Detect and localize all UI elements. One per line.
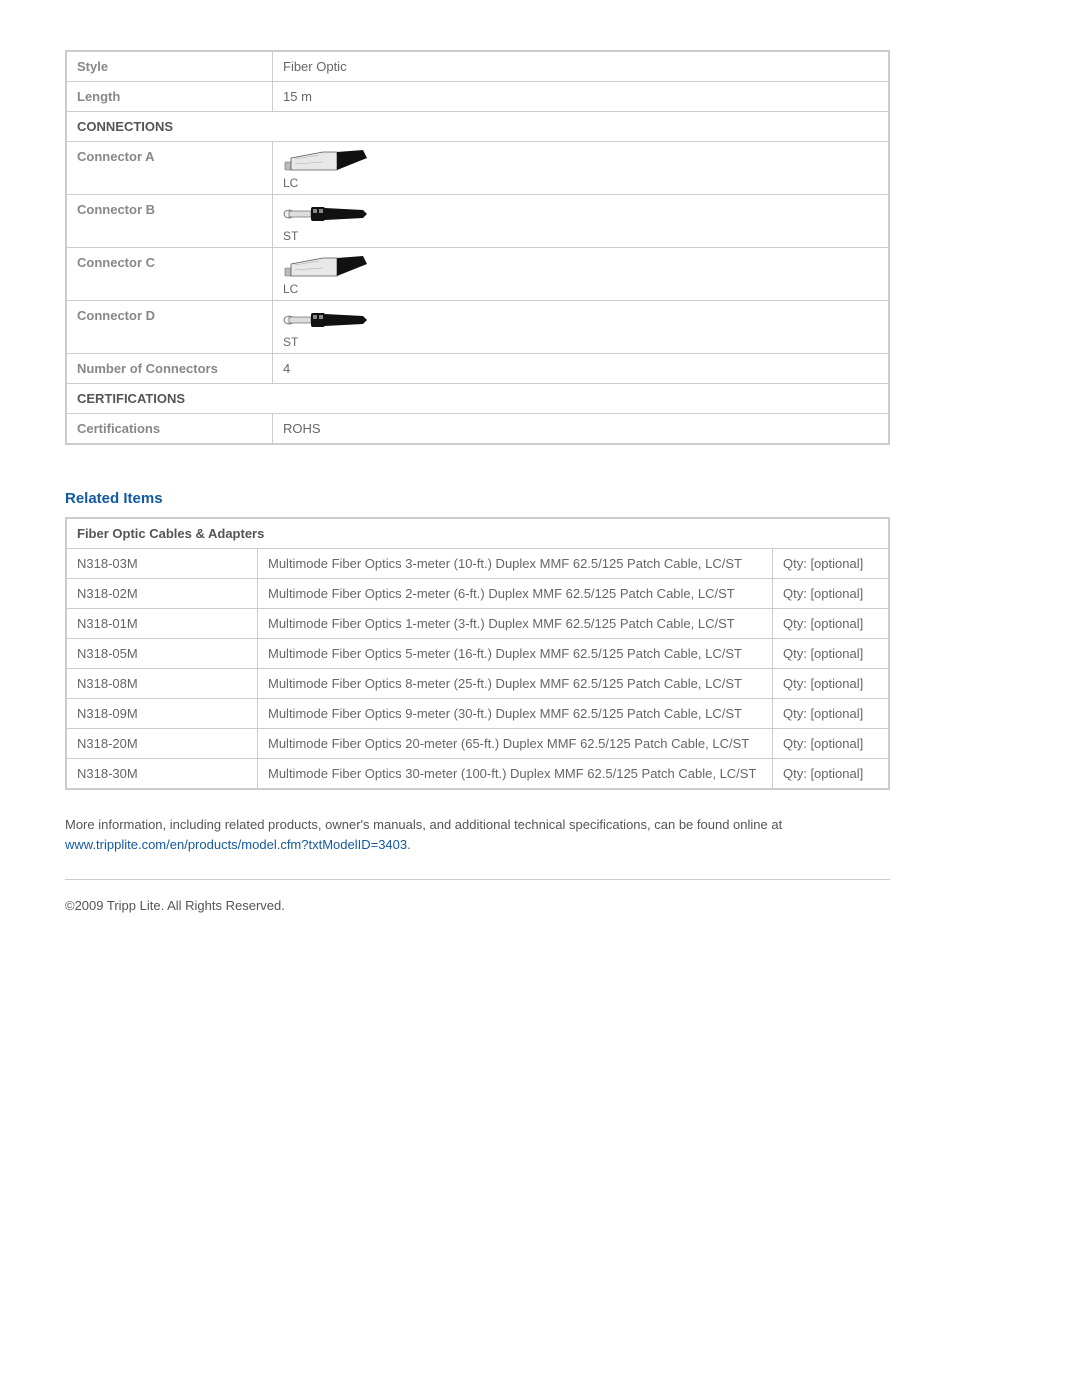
related-item-qty: Qty: [optional] (773, 669, 890, 699)
related-item-sku: N318-08M (66, 669, 258, 699)
spec-label: Connector D (66, 301, 273, 354)
spec-value: 4 (273, 354, 890, 384)
connector-type-label: LC (283, 176, 878, 190)
copyright-text: ©2009 Tripp Lite. All Rights Reserved. (65, 898, 1015, 913)
spec-row-connector-a: Connector A LC (66, 142, 889, 195)
connector-type-label: ST (283, 229, 878, 243)
related-item-row: N318-20MMultimode Fiber Optics 20-meter … (66, 729, 889, 759)
related-item-desc: Multimode Fiber Optics 9-meter (30-ft.) … (258, 699, 773, 729)
related-item-row: N318-03MMultimode Fiber Optics 3-meter (… (66, 549, 889, 579)
related-items-heading: Related Items (65, 490, 1015, 507)
related-item-qty: Qty: [optional] (773, 759, 890, 790)
spec-row-connector-c: Connector C LC (66, 248, 889, 301)
page: Style Fiber Optic Length 15 m CONNECTION… (0, 0, 1080, 1397)
related-item-qty: Qty: [optional] (773, 699, 890, 729)
related-item-sku: N318-09M (66, 699, 258, 729)
spec-label: Connector B (66, 195, 273, 248)
related-item-sku: N318-02M (66, 579, 258, 609)
related-item-sku: N318-03M (66, 549, 258, 579)
related-item-desc: Multimode Fiber Optics 20-meter (65-ft.)… (258, 729, 773, 759)
related-item-qty: Qty: [optional] (773, 549, 890, 579)
spec-value: LC (273, 142, 890, 195)
spec-value: ST (273, 195, 890, 248)
more-info: More information, including related prod… (65, 815, 1015, 854)
more-info-link-suffix: . (407, 837, 411, 852)
related-item-row: N318-02MMultimode Fiber Optics 2-meter (… (66, 579, 889, 609)
related-item-desc: Multimode Fiber Optics 1-meter (3-ft.) D… (258, 609, 773, 639)
connector-type-label: LC (283, 282, 878, 296)
spec-row-style: Style Fiber Optic (66, 51, 889, 82)
spec-row-connector-b: Connector B ST (66, 195, 889, 248)
more-info-link[interactable]: www.tripplite.com/en/products/model.cfm?… (65, 837, 407, 852)
spec-value: Fiber Optic (273, 51, 890, 82)
spec-label: Connector A (66, 142, 273, 195)
spec-value: LC (273, 248, 890, 301)
spec-row-certifications: Certifications ROHS (66, 414, 889, 445)
related-item-qty: Qty: [optional] (773, 729, 890, 759)
related-item-row: N318-05MMultimode Fiber Optics 5-meter (… (66, 639, 889, 669)
section-header: CONNECTIONS (66, 112, 889, 142)
spec-label: Number of Connectors (66, 354, 273, 384)
connector-type-label: ST (283, 335, 878, 349)
related-item-desc: Multimode Fiber Optics 3-meter (10-ft.) … (258, 549, 773, 579)
related-item-row: N318-30MMultimode Fiber Optics 30-meter … (66, 759, 889, 790)
spec-table: Style Fiber Optic Length 15 m CONNECTION… (65, 50, 890, 445)
related-category-row: Fiber Optic Cables & Adapters (66, 518, 889, 549)
spec-label: Length (66, 82, 273, 112)
related-item-qty: Qty: [optional] (773, 639, 890, 669)
divider (65, 879, 890, 880)
related-item-sku: N318-05M (66, 639, 258, 669)
related-item-row: N318-08MMultimode Fiber Optics 8-meter (… (66, 669, 889, 699)
spec-value: ST (273, 301, 890, 354)
related-item-qty: Qty: [optional] (773, 609, 890, 639)
spec-value: ROHS (273, 414, 890, 445)
related-items-table: Fiber Optic Cables & Adapters N318-03MMu… (65, 517, 890, 790)
lc-connector-icon (283, 148, 373, 174)
spec-row-num-connectors: Number of Connectors 4 (66, 354, 889, 384)
spec-section-certifications: CERTIFICATIONS (66, 384, 889, 414)
spec-row-length: Length 15 m (66, 82, 889, 112)
related-item-qty: Qty: [optional] (773, 579, 890, 609)
related-item-desc: Multimode Fiber Optics 5-meter (16-ft.) … (258, 639, 773, 669)
related-item-row: N318-01MMultimode Fiber Optics 1-meter (… (66, 609, 889, 639)
spec-value: 15 m (273, 82, 890, 112)
lc-connector-icon (283, 254, 373, 280)
spec-section-connections: CONNECTIONS (66, 112, 889, 142)
related-item-row: N318-09MMultimode Fiber Optics 9-meter (… (66, 699, 889, 729)
spec-label: Certifications (66, 414, 273, 445)
more-info-text: More information, including related prod… (65, 817, 782, 832)
related-category-header: Fiber Optic Cables & Adapters (66, 518, 889, 549)
related-item-sku: N318-20M (66, 729, 258, 759)
related-item-sku: N318-01M (66, 609, 258, 639)
section-header: CERTIFICATIONS (66, 384, 889, 414)
related-item-sku: N318-30M (66, 759, 258, 790)
related-item-desc: Multimode Fiber Optics 30-meter (100-ft.… (258, 759, 773, 790)
related-item-desc: Multimode Fiber Optics 8-meter (25-ft.) … (258, 669, 773, 699)
st-connector-icon (283, 307, 373, 333)
spec-row-connector-d: Connector D ST (66, 301, 889, 354)
related-item-desc: Multimode Fiber Optics 2-meter (6-ft.) D… (258, 579, 773, 609)
spec-label: Style (66, 51, 273, 82)
st-connector-icon (283, 201, 373, 227)
spec-label: Connector C (66, 248, 273, 301)
